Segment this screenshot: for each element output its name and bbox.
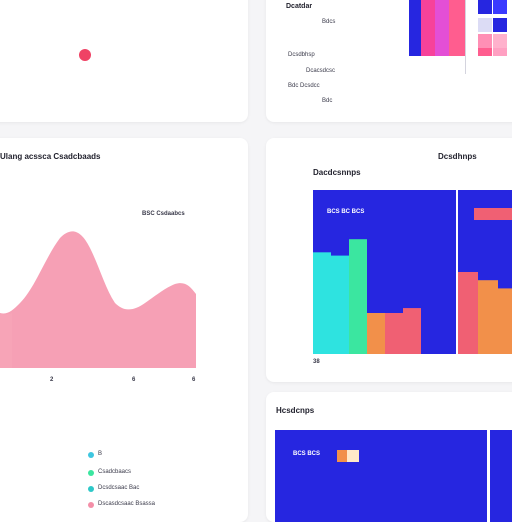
bar-panel-label: BCS BC BCS — [327, 209, 365, 215]
bar-chart-right-panel — [458, 190, 512, 354]
bar-chart-card: Dcsdhnps Dacdcsnnps BCS BC BCS 38 — [266, 138, 512, 382]
right-bar-2[interactable] — [478, 280, 498, 354]
heatmap-cell — [493, 48, 507, 56]
heatmap-cell — [478, 0, 492, 14]
bar-D[interactable] — [367, 313, 385, 354]
mini-bar-cream — [347, 450, 359, 462]
bottom-blue-panel-right — [490, 430, 512, 522]
heatmap-grid — [478, 0, 512, 56]
bar-C[interactable] — [349, 239, 367, 354]
legend-swatch — [88, 452, 94, 458]
x-tick-label: 2 — [50, 377, 54, 383]
legend-label: Dscasdcsaac Bsassa — [98, 501, 156, 507]
heatmap-cell — [478, 18, 492, 32]
area-chart-card: Ulang acssca Csadcbaads BSC Csdaabcs 2 6… — [0, 138, 248, 522]
legend-row-1-label: Dcsdbhsp — [288, 52, 315, 58]
x-tick-label: 6 — [192, 377, 196, 383]
top-right-card: Dcatdar Bdcs Dcsdbhsp Dcacsdcsc Bdc Dcsd… — [266, 0, 512, 122]
legend-swatch — [88, 486, 94, 492]
right-panel-highlight — [474, 208, 512, 220]
data-point-dot[interactable] — [79, 49, 91, 61]
bar-F[interactable] — [403, 308, 421, 354]
heatmap-cell — [493, 34, 507, 48]
area-chart-svg — [0, 231, 196, 368]
area-legend: B Csadcbaacs Dcsdcsaac Bac Dscasdcsaac B… — [88, 450, 238, 520]
bar-E[interactable] — [385, 313, 403, 354]
bottom-card: Hcsdcnps BCS BCS — [266, 392, 512, 522]
bottom-panel-label: BCS BCS — [293, 451, 321, 457]
bar-chart-x-label: 38 — [313, 359, 320, 365]
legend-row-3-value: Bdc — [322, 98, 333, 104]
bar-chart-title: Dacdcsnnps — [313, 168, 361, 177]
legend-row-2-value: Dcacsdcsc — [306, 68, 336, 74]
legend-swatch — [88, 470, 94, 476]
bar-B[interactable] — [331, 255, 349, 354]
bar-chart-panel: BCS BC BCS — [313, 190, 456, 354]
heatmap-cell — [478, 48, 492, 56]
legend-value: Bdcs — [322, 19, 336, 25]
top-left-card — [0, 0, 248, 122]
area-series-shadow — [0, 313, 12, 368]
legend-title: Dcatdar — [286, 3, 313, 10]
right-bar-1[interactable] — [458, 272, 478, 354]
stack-segment-blue — [409, 0, 421, 56]
right-panel-bars — [458, 272, 512, 354]
vertical-divider — [465, 0, 466, 74]
heatmap-cell — [493, 18, 507, 32]
area-chart-title: Ulang acssca Csadcbaads — [0, 152, 101, 161]
stack-segment-pink — [421, 0, 435, 56]
x-tick-label: 6 — [132, 377, 136, 383]
stacked-color-block — [409, 0, 465, 56]
bar-chart-bars — [313, 239, 421, 354]
area-series — [0, 231, 196, 368]
right-bar-3[interactable] — [498, 288, 512, 354]
bar-A[interactable] — [313, 252, 331, 354]
legend-row-3-label: Bdc Dcsdcc — [288, 83, 320, 89]
stack-segment-magenta — [435, 0, 449, 56]
mini-bar-orange — [337, 450, 347, 462]
heatmap-cell — [478, 34, 492, 48]
legend-swatch — [88, 502, 94, 508]
area-chart-annotation: BSC Csdaabcs — [142, 211, 185, 217]
bottom-blue-panel: BCS BCS — [275, 430, 487, 522]
legend-label: B — [98, 451, 103, 457]
heatmap-cell — [493, 0, 507, 14]
legend-label: Csadcbaacs — [98, 469, 132, 475]
legend-label: Dcsdcsaac Bac — [98, 485, 140, 491]
bottom-card-title: Hcsdcnps — [276, 406, 315, 415]
stack-segment-rose — [449, 0, 465, 56]
bar-chart-corner-label: Dcsdhnps — [438, 152, 477, 161]
